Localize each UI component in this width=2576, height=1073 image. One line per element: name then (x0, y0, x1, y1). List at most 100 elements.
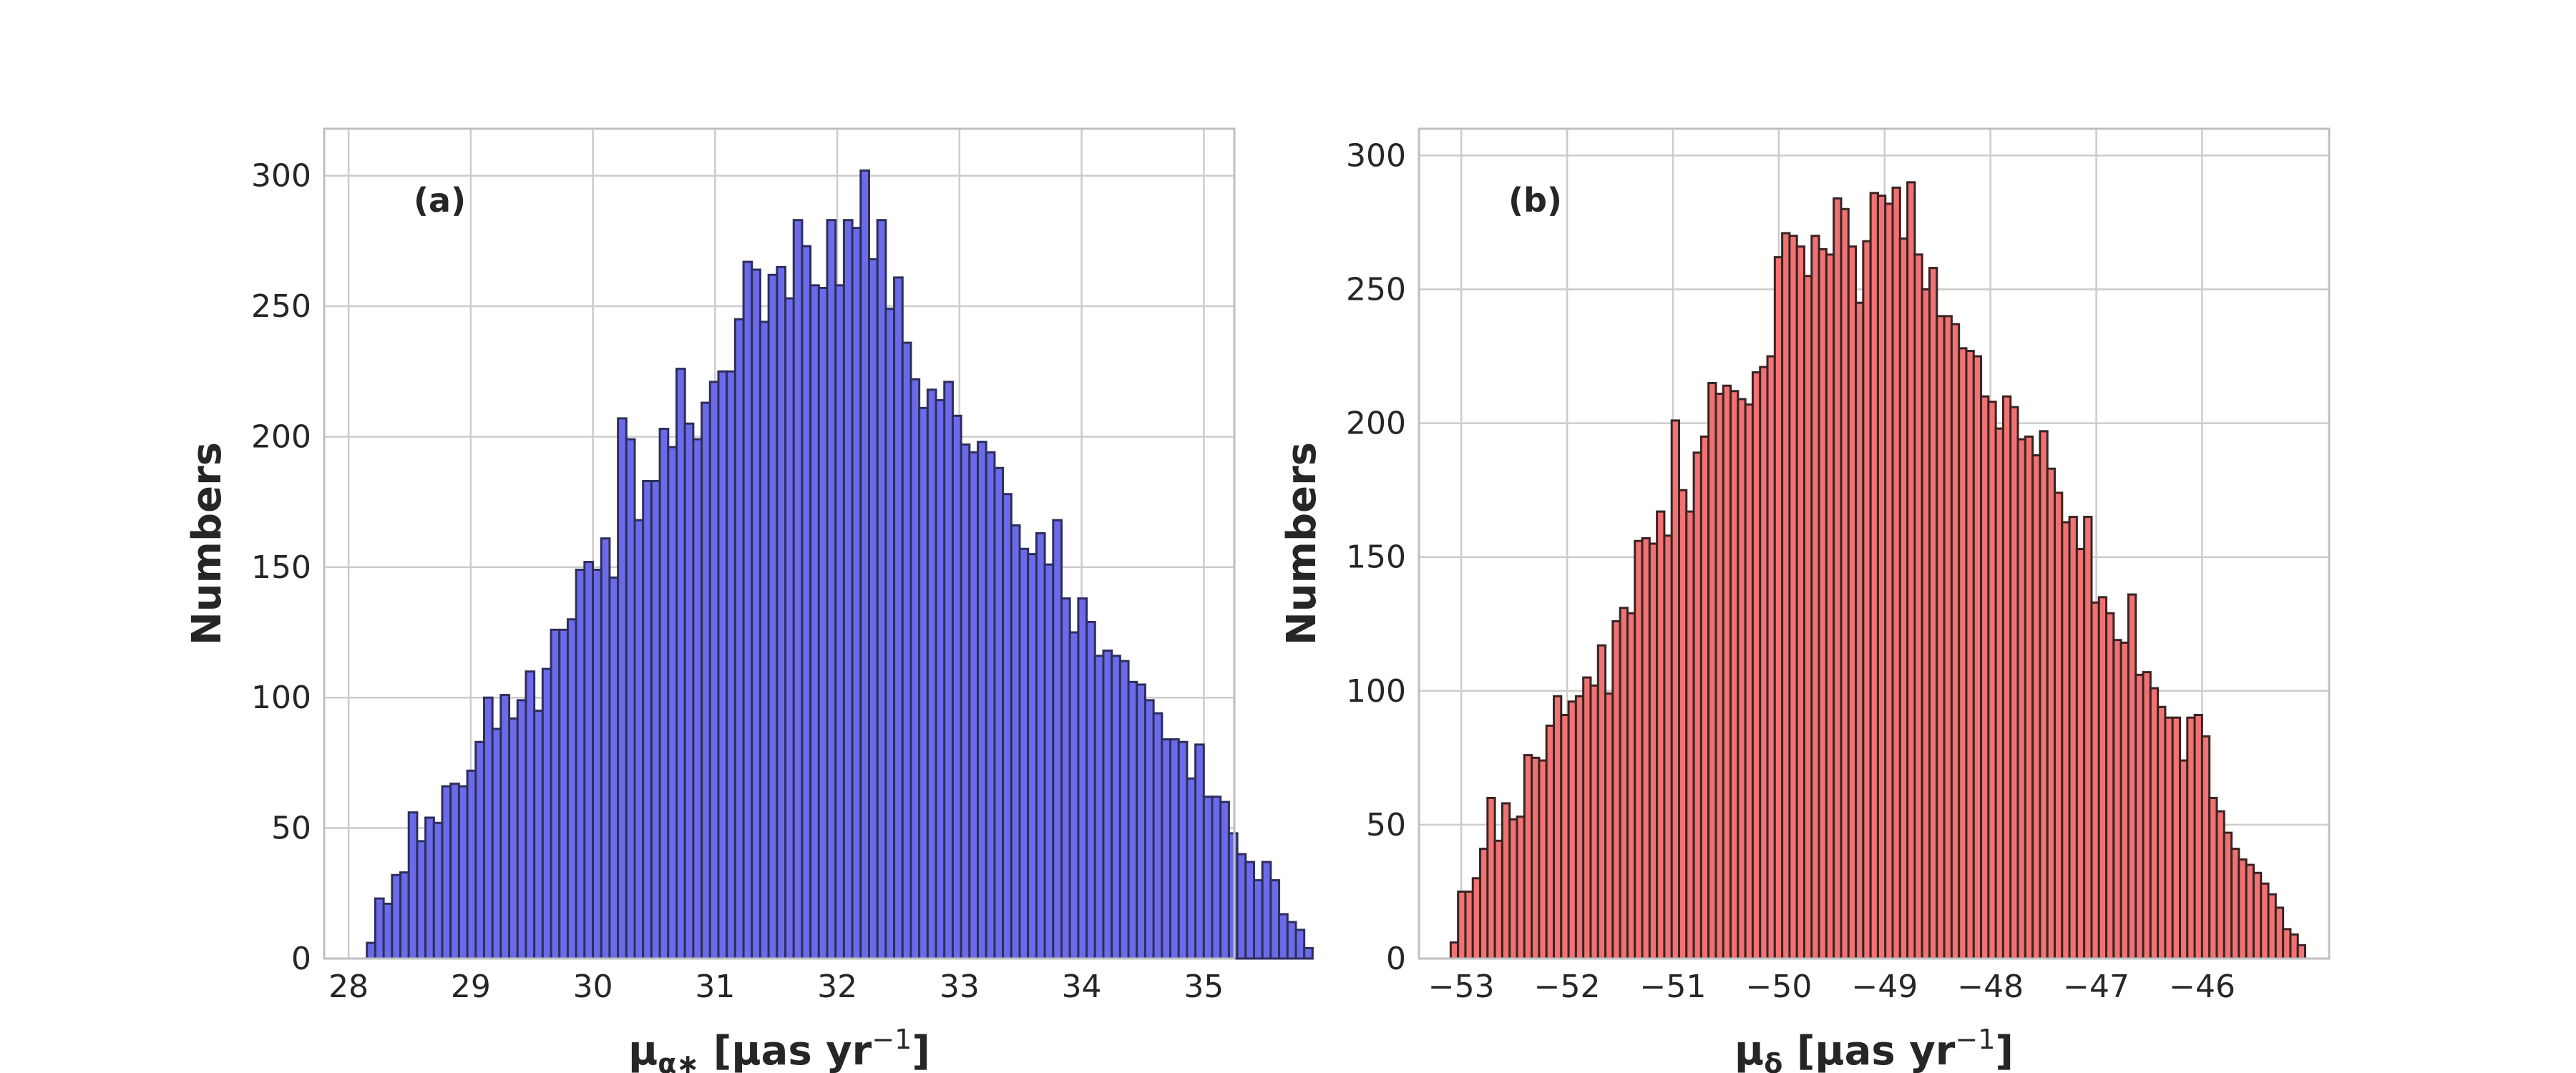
histogram-bar (1766, 355, 1776, 960)
histogram-bar (1781, 232, 1791, 960)
histogram-bar (842, 219, 854, 960)
histogram-bar (1699, 435, 1710, 960)
histogram-bar (1516, 815, 1526, 960)
histogram-bar (826, 219, 837, 960)
histogram-bar (1825, 253, 1835, 960)
histogram-bar (1531, 756, 1541, 960)
histogram-bar (1194, 743, 1205, 960)
histogram-bar (2105, 612, 2115, 960)
histogram-bar (491, 727, 502, 960)
histogram-bar (1523, 754, 1533, 960)
histogram-bar (2119, 641, 2129, 960)
histogram-bar (1928, 267, 1938, 960)
y-tick-label: 200 (251, 418, 311, 455)
histogram-bar (2075, 547, 2086, 960)
histogram-bar (726, 370, 736, 960)
histogram-bar (1921, 288, 1931, 960)
histogram-bar (1018, 547, 1030, 960)
histogram-bar (742, 260, 753, 960)
x-tick-label: 33 (940, 969, 980, 1005)
histogram-bar (1227, 832, 1239, 960)
panel-label-b: (b) (1508, 181, 1562, 220)
histogram-bar (717, 370, 728, 960)
histogram-bar (1464, 890, 1474, 960)
histogram-bar (1202, 795, 1214, 960)
plot-frame-panel-b (1418, 127, 2331, 960)
histogram-bar (733, 318, 745, 960)
histogram-bar (1722, 384, 1732, 960)
histogram-bar (909, 378, 921, 960)
y-tick-labels-panel-a: 0 50 100 150 200 250 300 (251, 158, 311, 977)
histogram-bar (1010, 524, 1021, 960)
histogram-bar (2179, 759, 2189, 960)
histogram-bar (366, 941, 376, 960)
histogram-bar (633, 519, 645, 960)
histogram-bar (382, 902, 394, 960)
histogram-bar (1987, 401, 1997, 960)
histogram-bar (918, 406, 929, 960)
y-tick-label: 50 (1366, 807, 1406, 843)
histogram-bar (1560, 713, 1570, 960)
histogram-bar (1936, 315, 1946, 960)
histogram-bar (2097, 596, 2108, 960)
histogram-bar (566, 618, 577, 960)
histogram-bar (516, 699, 527, 960)
histogram-bar (1656, 510, 1666, 960)
histogram-bar (432, 821, 444, 960)
histogram-panel-b: −53 −52 −51 −50 −49 −48 −47 −46 0 50 100 150 200 250… (1279, 127, 2331, 1073)
histogram-bar (784, 297, 795, 960)
histogram-bar (2274, 906, 2285, 960)
x-tick-label: −47 (2063, 969, 2129, 1005)
histogram-bar (834, 284, 845, 960)
histogram-bar (751, 268, 761, 960)
histogram-bar (2260, 882, 2270, 960)
histogram-bar (1898, 237, 1909, 960)
histogram-bar (449, 783, 460, 960)
histogram-bar (1252, 879, 1264, 960)
histogram-bar (1261, 861, 1272, 960)
panel-label-a: (a) (414, 181, 466, 220)
histogram-bar (625, 438, 636, 960)
x-tick-label: −51 (1640, 969, 1707, 1005)
histogram-bar (1027, 553, 1038, 960)
histogram-bar (1093, 655, 1105, 960)
histogram-bar (1102, 650, 1113, 960)
histogram-bar (2083, 516, 2093, 960)
histogram-bar (1737, 398, 1747, 960)
histogram-bar (758, 320, 770, 960)
histogram-bar (792, 219, 804, 960)
histogram-bar (642, 479, 653, 960)
histogram-bar (1810, 235, 1820, 960)
histogram-bar (474, 740, 485, 960)
histogram-bar (2016, 438, 2026, 960)
histogram-bar (2009, 406, 2019, 960)
histogram-bar (943, 381, 954, 960)
bars-panel-b (1449, 181, 2307, 960)
histogram-bar (2289, 933, 2299, 960)
histogram-bar (1958, 347, 1968, 960)
histogram-bar (968, 451, 980, 960)
y-tick-labels-panel-b: 0 50 100 150 200 250 300 (1346, 137, 1406, 977)
histogram-bar (1501, 802, 1511, 960)
histogram-bar (1840, 207, 1850, 960)
histogram-bar (1552, 695, 1563, 960)
x-axis-label-panel-b: μδ [μas yr−1] (1735, 1024, 2014, 1073)
histogram-bar (1884, 202, 1894, 960)
histogram-bar (550, 628, 561, 960)
histogram-bar (1236, 853, 1247, 960)
histogram-bar (1286, 921, 1297, 960)
histogram-bar (701, 401, 711, 960)
x-axis-label-subscript-a: α∗ (658, 1048, 699, 1073)
x-axis-label-units-a: [μas yr (699, 1028, 872, 1073)
histogram-bar (851, 227, 862, 960)
x-tick-label: 35 (1184, 969, 1224, 1005)
histogram-bar (1545, 724, 1555, 960)
histogram-bar (2215, 810, 2225, 960)
histogram-bar (1943, 315, 1953, 960)
histogram-bar (1663, 534, 1673, 960)
histogram-bar (1913, 253, 1923, 960)
histogram-bar (1486, 796, 1496, 960)
histogram-bar (2061, 521, 2071, 960)
histogram-bar (1493, 839, 1503, 960)
